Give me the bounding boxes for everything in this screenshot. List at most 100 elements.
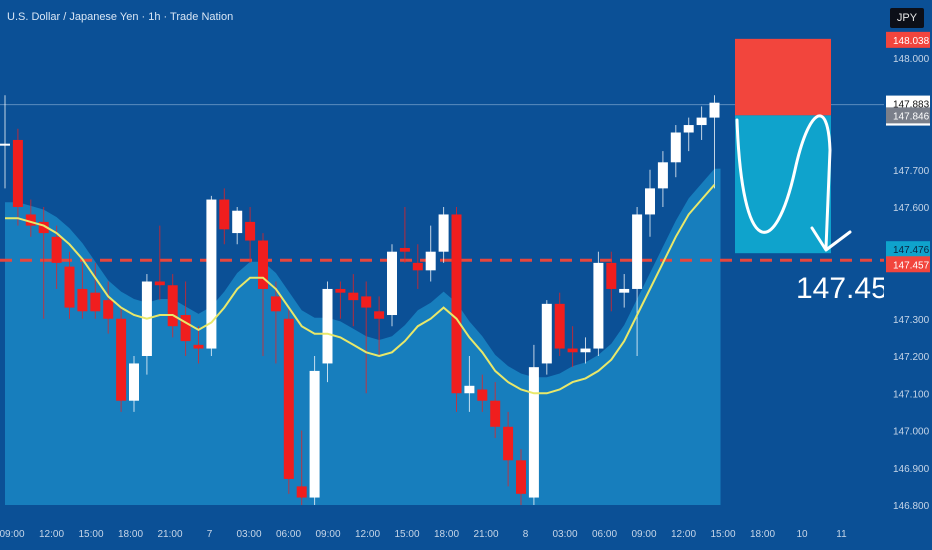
candle [593, 251, 604, 356]
time-tick-label: 21:00 [157, 529, 182, 540]
candle [348, 274, 359, 327]
currency-button[interactable]: JPY [890, 8, 924, 28]
candle-body [709, 102, 720, 118]
candle [490, 382, 501, 438]
candle-body [619, 288, 630, 293]
candle-body [283, 318, 294, 479]
candle-body [438, 214, 449, 252]
time-tick-label: 11 [836, 529, 847, 540]
candle-body [77, 288, 88, 312]
candle-body [670, 132, 681, 163]
candle [541, 300, 552, 375]
candle-body [245, 221, 256, 241]
chart-title: U.S. Dollar / Japanese Yen · 1h · Trade … [7, 11, 234, 23]
price-tick-label: 147.300 [893, 315, 930, 326]
candle-body [451, 214, 462, 394]
time-tick-label: 09:00 [631, 529, 656, 540]
candle-body [0, 143, 10, 146]
candle-body [477, 389, 488, 401]
candle-body [606, 262, 617, 289]
candle [180, 281, 191, 356]
candle-body [490, 400, 501, 427]
candle [387, 244, 397, 327]
price-tick-label: 146.900 [893, 464, 930, 475]
candle [451, 207, 462, 412]
plot-layer: 147.45 [0, 38, 888, 505]
candle [361, 281, 372, 394]
candle [193, 326, 204, 364]
time-tick-label: 12:00 [671, 529, 696, 540]
candle [399, 207, 410, 263]
candle [206, 195, 217, 356]
candle-body [103, 300, 114, 319]
price-tick-label: 148.000 [893, 54, 930, 65]
stop-price-tag-bg [886, 31, 930, 48]
candle-body [51, 236, 62, 263]
candle-body [361, 296, 372, 308]
candle [90, 262, 101, 319]
candle [322, 281, 333, 383]
candle-body [516, 460, 526, 494]
candle-body [296, 486, 307, 498]
candle [632, 207, 643, 356]
time-tick-label: 12:00 [39, 529, 64, 540]
candle [103, 281, 114, 334]
candle-body [593, 262, 604, 349]
candle-body [425, 251, 436, 271]
candle-body [258, 240, 268, 289]
price-tick-label: 147.200 [893, 352, 930, 363]
time-tick-label: 7 [207, 529, 213, 540]
candle [296, 430, 307, 505]
entry-price-tag: 147.846 [893, 111, 930, 122]
time-tick-label: 06:00 [592, 529, 617, 540]
candle-body [335, 288, 346, 293]
candle [580, 337, 591, 364]
candle [219, 188, 230, 245]
candle [554, 292, 565, 356]
candle-body [683, 125, 694, 133]
candle [232, 207, 243, 245]
candle-body [129, 363, 139, 401]
current-price-tag: 147.883 [893, 100, 930, 111]
candle-body [38, 221, 49, 234]
time-tick-label: 18:00 [118, 529, 143, 540]
candle-body [374, 311, 385, 319]
candle-body [180, 315, 191, 342]
candle [567, 326, 578, 368]
candle-body [528, 367, 539, 498]
candle [0, 95, 10, 189]
candle [464, 356, 475, 412]
candle [645, 169, 655, 237]
candle [335, 281, 346, 319]
candle [670, 125, 681, 178]
candle [270, 281, 281, 364]
time-tick-label: 21:00 [473, 529, 498, 540]
candle [258, 233, 268, 356]
target-price-tag-bg [886, 241, 930, 258]
time-axis-panel [0, 516, 932, 550]
candle [51, 225, 62, 289]
candle [477, 374, 488, 412]
candle-body [412, 262, 423, 271]
candle-body [309, 370, 320, 498]
arrow-head-icon [810, 226, 852, 252]
candle [696, 106, 707, 140]
candle-body [90, 292, 101, 312]
candle-body [167, 285, 178, 327]
projection-arrow [735, 114, 832, 250]
candle-body [12, 139, 23, 207]
dashed-price-tag: 147.457 [893, 260, 930, 271]
candle [516, 449, 526, 505]
candle-body [696, 117, 707, 126]
candle-body [464, 385, 475, 394]
time-tick-label: 12:00 [355, 529, 380, 540]
time-tick-label: 18:00 [750, 529, 775, 540]
candle-body [632, 214, 643, 289]
price-tick-label: 147.000 [893, 427, 930, 438]
candle [438, 207, 449, 263]
dashed-price-tag-bg [886, 256, 930, 273]
time-tick-label: 03:00 [236, 529, 261, 540]
candle-body [116, 318, 127, 401]
